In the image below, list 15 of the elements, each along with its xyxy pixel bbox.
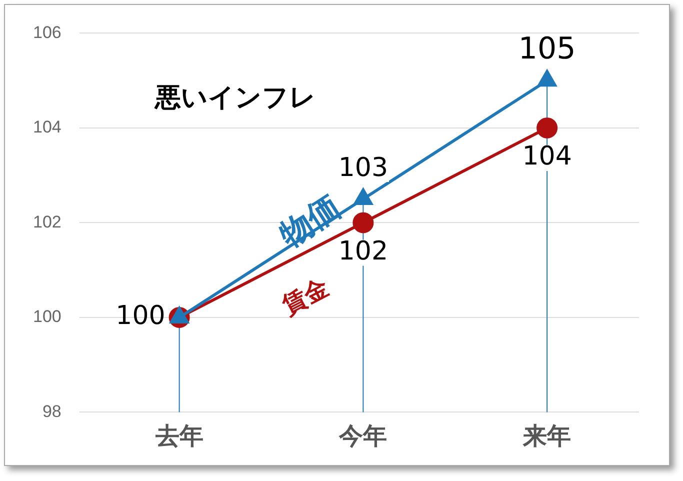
x-tick-label: 去年 [154,422,204,450]
data-label: 104 [522,142,572,172]
data-label: 103 [338,152,388,183]
y-tick-label: 100 [32,307,62,326]
data-label: 100 [116,301,166,332]
y-tick-label: 98 [42,402,62,421]
y-tick-label: 106 [32,22,62,42]
y-tick-label: 104 [32,118,62,137]
x-tick-label: 今年 [338,422,388,450]
annotation: 悪いインフレ [155,82,316,115]
y-tick-label: 102 [32,212,62,232]
data-label: 102 [338,236,388,266]
x-tick-label: 来年 [522,422,572,450]
data-label: 105 [518,31,576,66]
text: 賃金 [276,273,334,320]
